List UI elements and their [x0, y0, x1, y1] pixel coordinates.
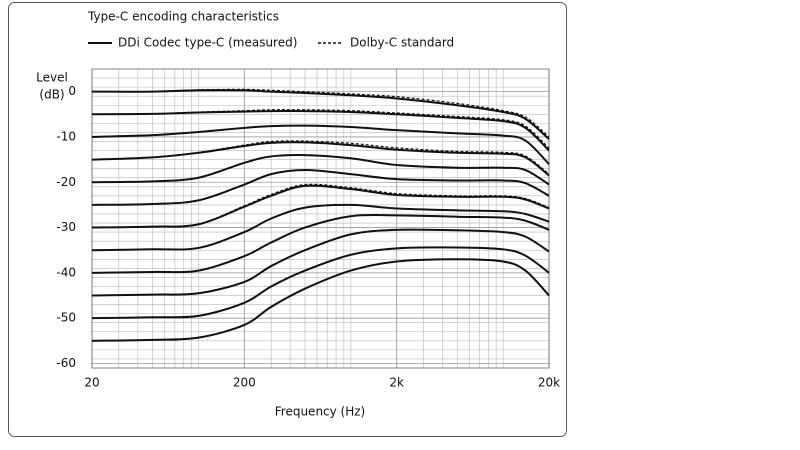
chart-frame: [8, 2, 567, 437]
x-tick-label: 200: [233, 376, 256, 390]
standard-curve: [91, 88, 550, 138]
legend-label: DDi Codec type-C (measured): [118, 36, 297, 50]
standard-curve: [91, 140, 550, 175]
measured-curve: [91, 228, 550, 297]
x-axis-label: Frequency (Hz): [275, 405, 366, 419]
y-tick-label: 0: [68, 84, 76, 98]
measured-curve: [91, 153, 550, 186]
y-axis-label: Level: [36, 71, 68, 85]
y-tick-label: -20: [56, 175, 76, 189]
y-axis-label: (dB): [39, 88, 64, 102]
y-tick-label: -50: [56, 311, 76, 325]
measured-curve: [91, 141, 550, 177]
standard-curve: [91, 109, 550, 149]
x-tick-label: 2k: [389, 376, 404, 390]
y-tick-label: -10: [56, 129, 76, 143]
standard-curve: [91, 183, 550, 229]
x-tick-label: 20: [84, 376, 99, 390]
legend-label: Dolby-C standard: [350, 36, 454, 50]
measured-curve: [91, 169, 550, 206]
plot-border: [91, 68, 550, 369]
measured-curve: [91, 246, 550, 320]
y-tick-label: -40: [56, 265, 76, 279]
measured-curve: [91, 258, 550, 342]
x-tick-label: 20k: [538, 376, 560, 390]
measured-curve: [91, 203, 550, 252]
measured-curve: [91, 124, 550, 165]
y-tick-label: -60: [56, 356, 76, 370]
chart-title: Type-C encoding characteristics: [87, 10, 279, 24]
y-tick-label: -30: [56, 220, 76, 234]
measured-curve: [91, 213, 550, 274]
